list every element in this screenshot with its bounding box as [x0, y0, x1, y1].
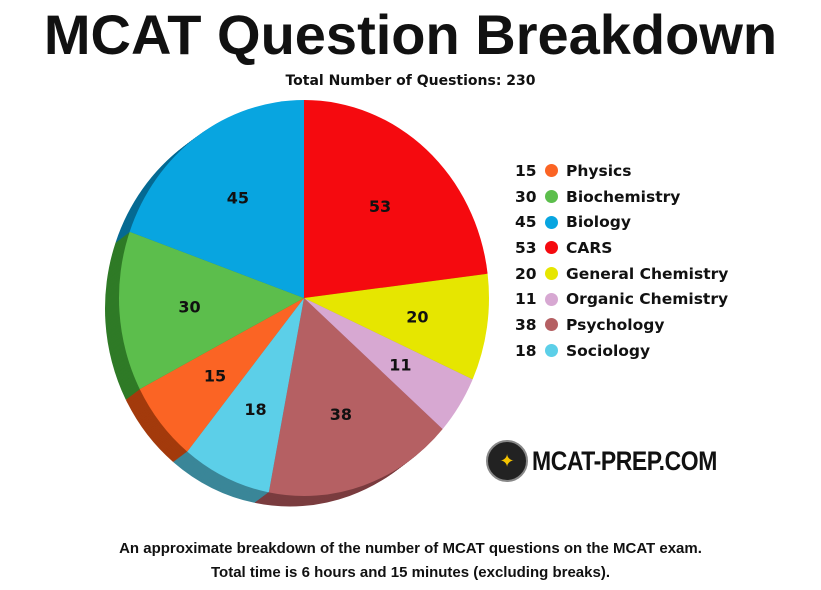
- legend-swatch: [545, 292, 558, 306]
- chart-subtitle: Total Number of Questions: 230: [285, 73, 536, 89]
- legend-value: 20: [515, 264, 537, 283]
- data-label-physics: 15: [204, 366, 226, 385]
- legend-swatch: [545, 190, 558, 204]
- data-label-psychology: 38: [330, 405, 352, 424]
- legend-swatch: [545, 318, 558, 332]
- legend-item: 20 General Chemistry: [515, 261, 728, 287]
- legend-swatch: [545, 164, 558, 178]
- data-label-organic-chemistry: 11: [389, 356, 411, 375]
- pie-slice-psychology: [268, 298, 443, 496]
- logo-text: MCAT-PREP.COM: [532, 445, 717, 476]
- legend-swatch: [545, 344, 558, 358]
- data-label-sociology: 18: [244, 400, 266, 419]
- data-label-cars: 53: [369, 197, 391, 216]
- legend-item: 45 Biology: [515, 209, 728, 235]
- legend-label: Organic Chemistry: [566, 290, 729, 309]
- legend-item: 15 Physics: [515, 158, 728, 184]
- legend-item: 30 Biochemistry: [515, 184, 728, 210]
- legend-label: Biochemistry: [566, 187, 681, 206]
- legend-value: 11: [515, 290, 537, 309]
- legend-label: Biology: [566, 213, 631, 232]
- pie-slice-physics: [139, 298, 304, 452]
- legend-label: Psychology: [566, 315, 665, 334]
- legend-value: 18: [515, 341, 537, 360]
- legend-value: 30: [515, 187, 537, 206]
- legend-label: Physics: [566, 161, 632, 180]
- data-label-biology: 45: [227, 189, 249, 208]
- logo: ✦ MCAT-PREP.COM: [486, 440, 750, 482]
- pie-slice-organic-chemistry: [304, 298, 473, 430]
- legend: 15 Physics 30 Biochemistry 45 Biology 53 CARS 20…: [515, 158, 728, 364]
- legend-label: Sociology: [566, 341, 651, 360]
- legend-item: 18 Sociology: [515, 338, 728, 364]
- legend-label: CARS: [566, 238, 613, 257]
- legend-value: 53: [515, 238, 537, 257]
- legend-item: 38 Psychology: [515, 312, 728, 338]
- legend-swatch: [545, 267, 558, 281]
- legend-label: General Chemistry: [566, 264, 729, 283]
- legend-value: 15: [515, 161, 537, 180]
- pie-slice-general-chemistry: [304, 273, 489, 380]
- pie-slice-sociology: [187, 298, 304, 493]
- logo-badge-icon: ✦: [486, 440, 528, 482]
- data-label-general-chemistry: 20: [406, 307, 428, 326]
- pie-slice-biochemistry: [119, 231, 304, 390]
- data-label-biochemistry: 30: [178, 297, 200, 316]
- chart-title: MCAT Question Breakdown: [43, 3, 778, 66]
- pie-slice-cars: [304, 100, 488, 298]
- legend-swatch: [545, 215, 558, 229]
- caption-line-1: An approximate breakdown of the number o…: [119, 540, 702, 557]
- legend-item: 53 CARS: [515, 235, 728, 261]
- legend-item: 11 Organic Chemistry: [515, 286, 728, 312]
- legend-value: 45: [515, 213, 537, 232]
- legend-swatch: [545, 241, 558, 255]
- pie-slice-biology: [129, 100, 304, 298]
- legend-value: 38: [515, 315, 537, 334]
- caption-line-2: Total time is 6 hours and 15 minutes (ex…: [211, 564, 610, 581]
